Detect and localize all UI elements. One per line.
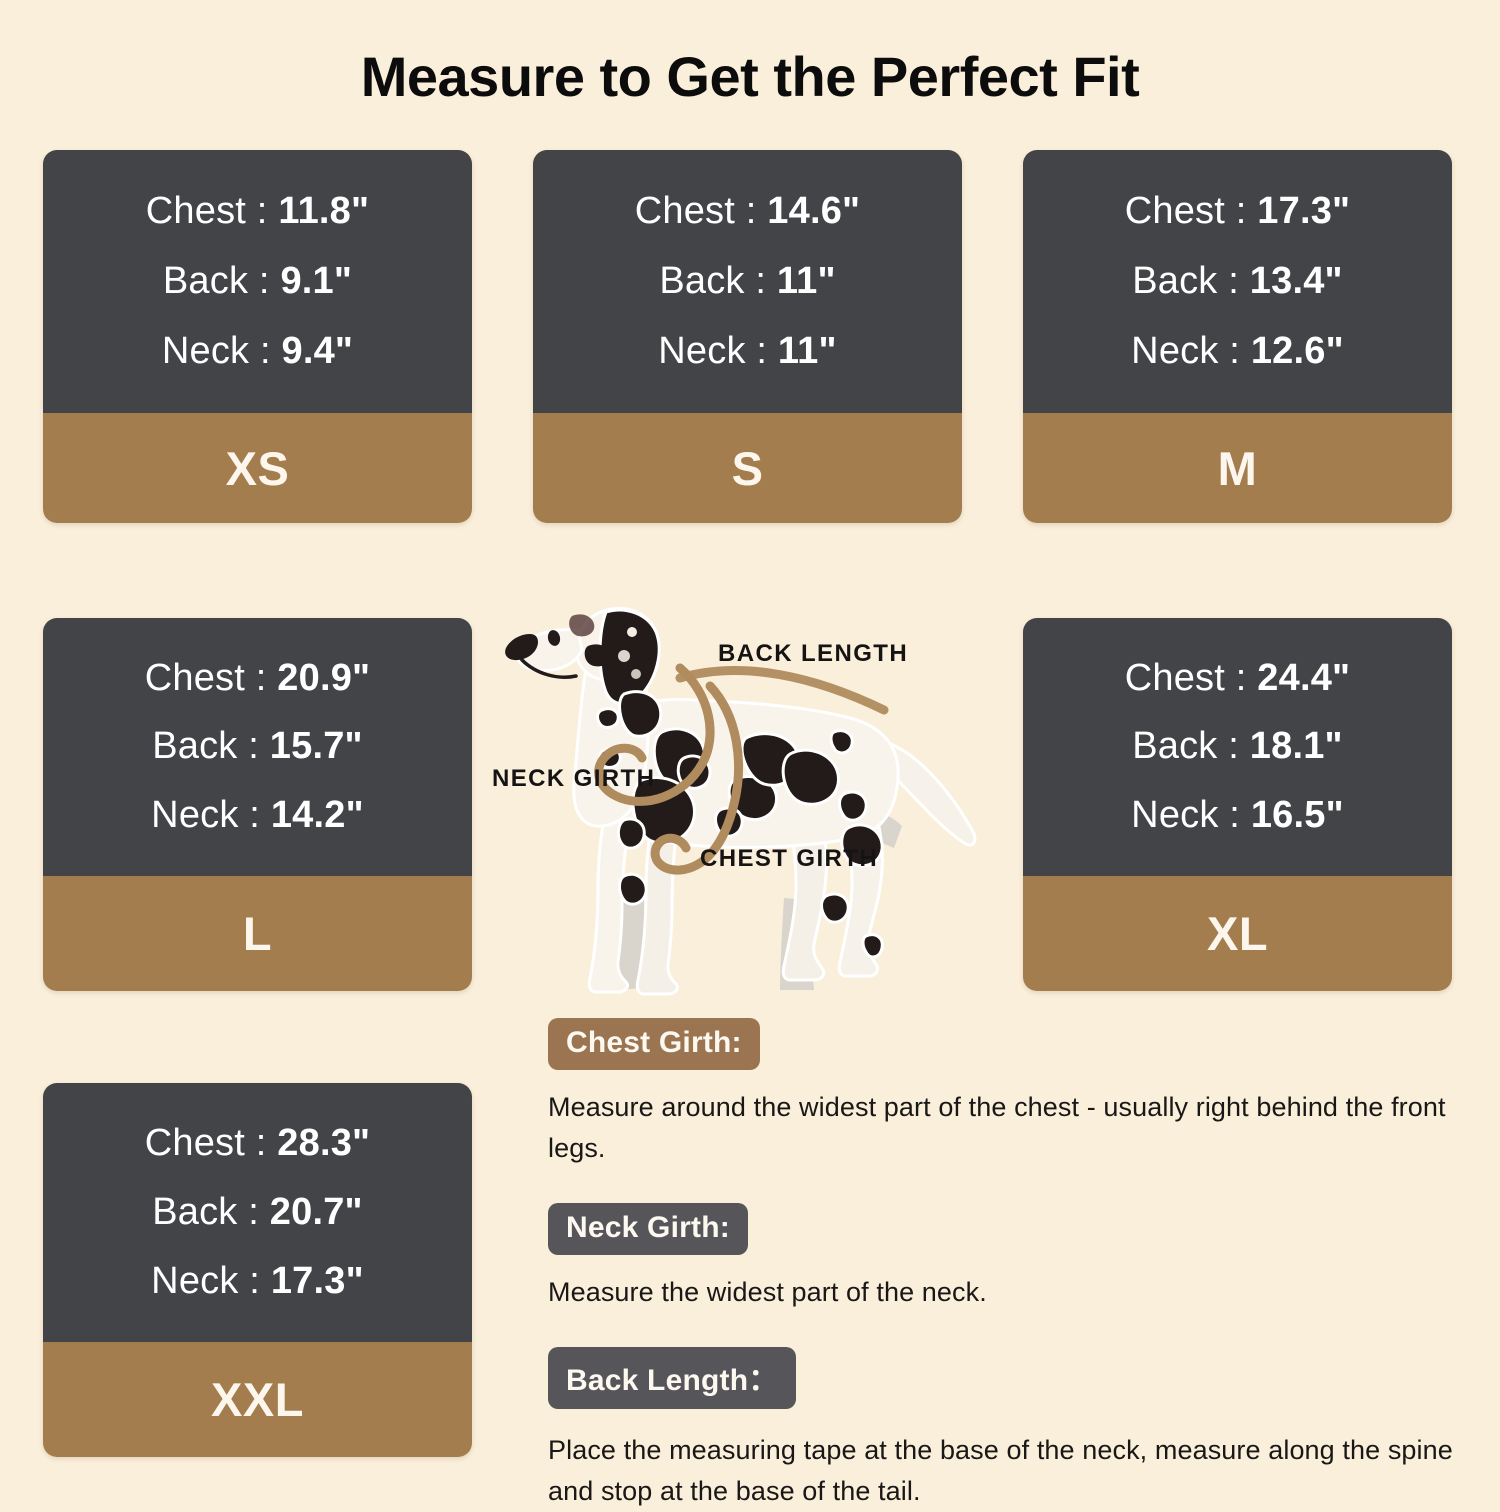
badge-chest-girth: Chest Girth: — [548, 1018, 760, 1070]
size-card-measurements: Chest : 17.3" Back : 13.4" Neck : 12.6" — [1023, 150, 1452, 413]
diagram-label-back-length: BACK LENGTH — [718, 640, 909, 667]
size-label: XXL — [211, 1373, 304, 1426]
size-card-measurements: Chest : 28.3" Back : 20.7" Neck : 17.3" — [43, 1083, 472, 1342]
instruction-chest-girth: Chest Girth: Measure around the widest p… — [548, 1018, 1456, 1169]
size-label: XL — [1206, 907, 1269, 960]
size-card-l[interactable]: Chest : 20.9" Back : 15.7" Neck : 14.2" … — [43, 618, 472, 991]
neck-measurement: Neck : 9.4" — [161, 330, 354, 373]
diagram-label-neck-girth: NECK GIRTH — [492, 765, 656, 792]
chest-measurement: Chest : 17.3" — [1124, 189, 1351, 232]
badge-neck-girth: Neck Girth: — [548, 1203, 748, 1256]
chest-measurement: Chest : 28.3" — [144, 1122, 371, 1164]
size-card-measurements: Chest : 14.6" Back : 11" Neck : 11" — [533, 150, 962, 413]
size-label: S — [731, 441, 764, 495]
dog-measurement-diagram — [484, 598, 1014, 998]
size-card-footer: S — [533, 413, 962, 523]
size-card-footer: XS — [43, 413, 472, 523]
size-label: XS — [225, 441, 290, 495]
page-title: Measure to Get the Perfect Fit — [360, 45, 1140, 108]
size-card-footer: M — [1023, 413, 1452, 523]
size-card-s[interactable]: Chest : 14.6" Back : 11" Neck : 11" S — [533, 150, 962, 523]
size-card-measurements: Chest : 20.9" Back : 15.7" Neck : 14.2" — [43, 618, 472, 876]
neck-measurement: Neck : 14.2" — [151, 794, 364, 837]
neck-measurement: Neck : 11" — [658, 330, 837, 373]
back-measurement: Back : 15.7" — [152, 725, 363, 768]
back-measurement: Back : 20.7" — [152, 1191, 363, 1233]
badge-back-length: Back Length： — [548, 1347, 797, 1410]
chest-measurement: Chest : 24.4" — [1124, 656, 1351, 699]
size-card-xl[interactable]: Chest : 24.4" Back : 18.1" Neck : 16.5" … — [1023, 618, 1452, 991]
size-card-footer: XL — [1023, 876, 1452, 991]
instruction-text-chest-girth: Measure around the widest part of the ch… — [548, 1092, 1446, 1164]
instruction-neck-girth: Neck Girth: Measure the widest part of t… — [548, 1203, 1456, 1313]
size-card-xs[interactable]: Chest : 11.8" Back : 9.1" Neck : 9.4" XS — [43, 150, 472, 523]
back-measurement: Back : 18.1" — [1132, 725, 1343, 768]
measurement-instructions: Chest Girth: Measure around the widest p… — [548, 1018, 1456, 1512]
chest-measurement: Chest : 20.9" — [144, 656, 371, 699]
size-card-footer: XXL — [43, 1342, 472, 1457]
chest-measurement: Chest : 11.8" — [145, 189, 370, 232]
chest-measurement: Chest : 14.6" — [634, 189, 861, 232]
size-card-footer: L — [43, 876, 472, 991]
size-card-xxl[interactable]: Chest : 28.3" Back : 20.7" Neck : 17.3" … — [43, 1083, 472, 1457]
size-card-measurements: Chest : 11.8" Back : 9.1" Neck : 9.4" — [43, 150, 472, 413]
back-measurement: Back : 13.4" — [1132, 259, 1343, 302]
size-card-m[interactable]: Chest : 17.3" Back : 13.4" Neck : 12.6" … — [1023, 150, 1452, 523]
diagram-label-chest-girth: CHEST GIRTH — [700, 845, 879, 872]
instruction-back-length: Back Length： Place the measuring tape at… — [548, 1347, 1456, 1512]
size-card-measurements: Chest : 24.4" Back : 18.1" Neck : 16.5" — [1023, 618, 1452, 876]
neck-measurement: Neck : 16.5" — [1131, 794, 1344, 837]
back-measurement: Back : 9.1" — [162, 259, 353, 302]
size-label: L — [242, 907, 273, 960]
neck-measurement: Neck : 12.6" — [1131, 330, 1344, 373]
instruction-text-neck-girth: Measure the widest part of the neck. — [548, 1277, 987, 1308]
neck-measurement: Neck : 17.3" — [151, 1260, 364, 1302]
back-measurement: Back : 11" — [659, 259, 836, 302]
size-label: M — [1217, 441, 1258, 495]
